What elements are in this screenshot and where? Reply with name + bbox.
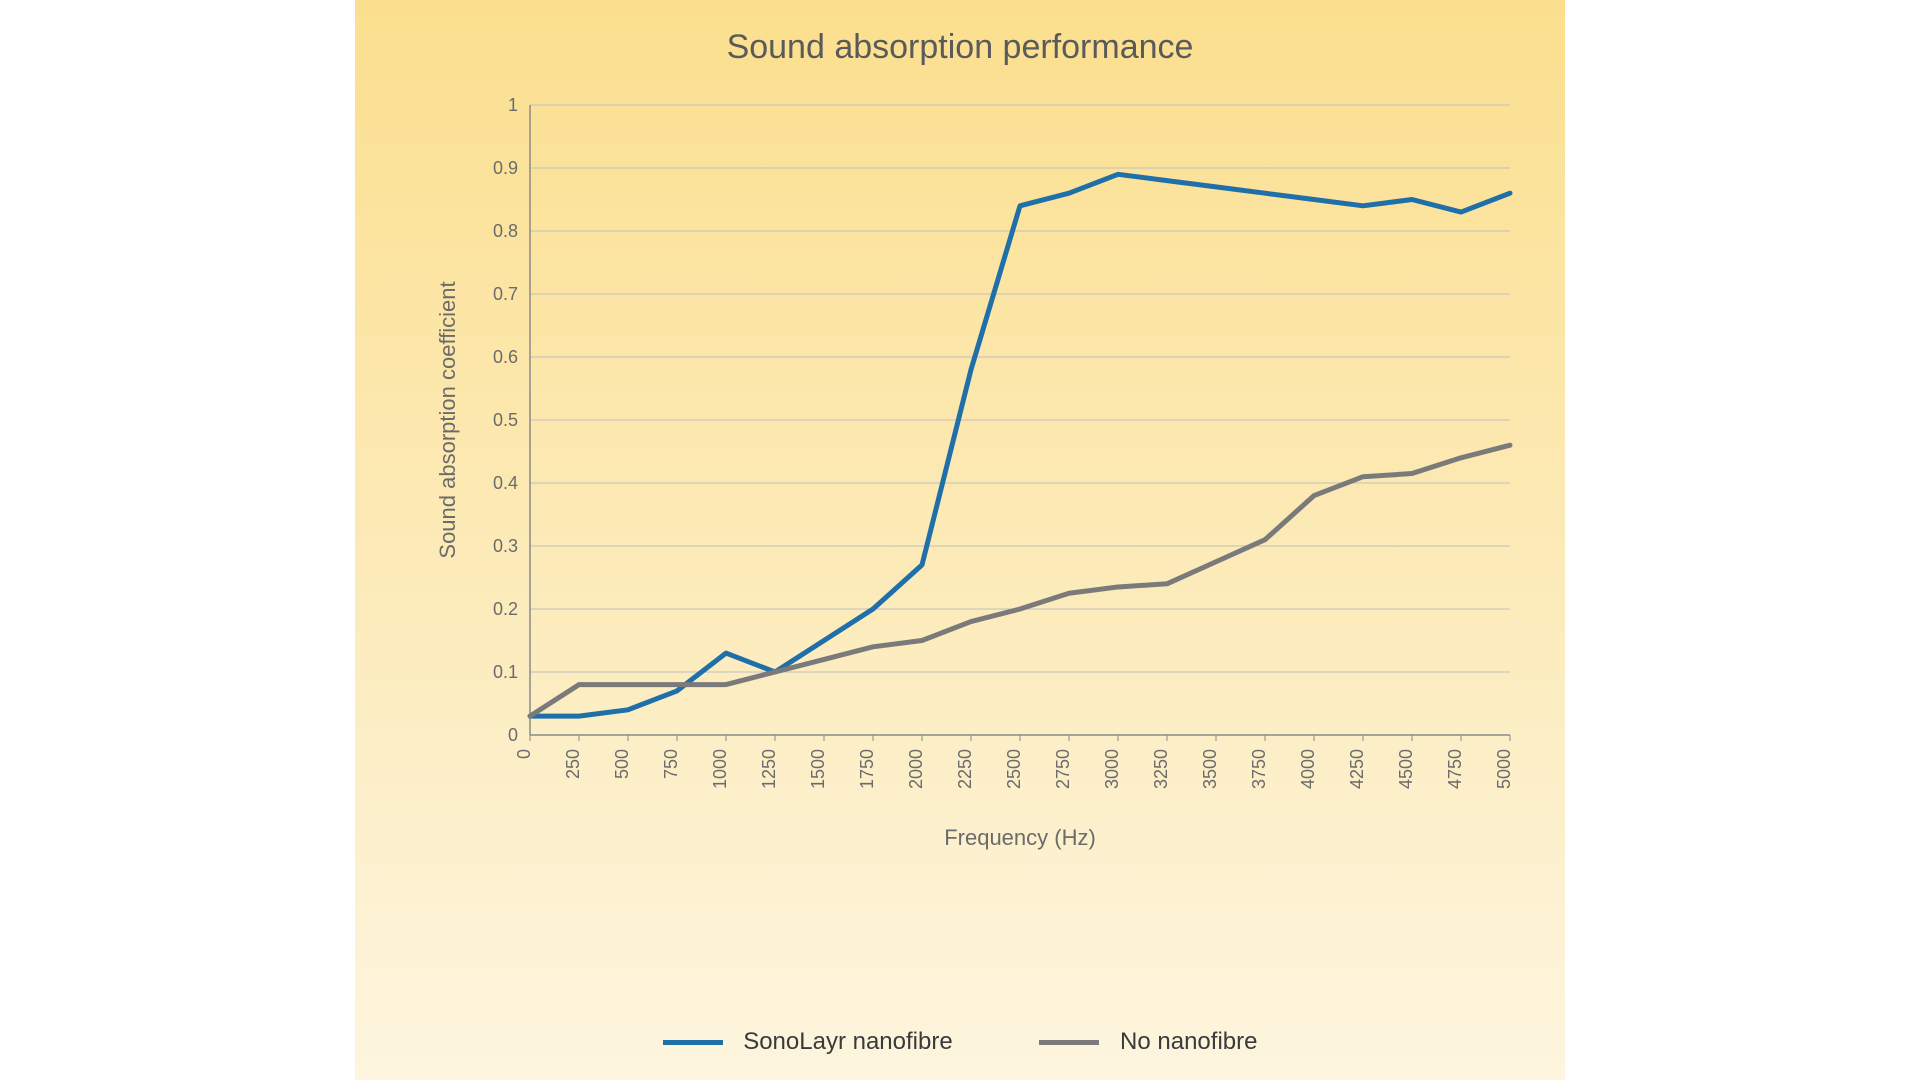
svg-text:4500: 4500 [1396,749,1416,789]
legend-item-0: SonoLayr nanofibre [663,1028,953,1056]
svg-text:1250: 1250 [759,749,779,789]
svg-text:0.1: 0.1 [493,662,518,682]
svg-text:2250: 2250 [955,749,975,789]
svg-text:2500: 2500 [1004,749,1024,789]
svg-text:2000: 2000 [906,749,926,789]
svg-text:3250: 3250 [1151,749,1171,789]
svg-text:4750: 4750 [1445,749,1465,789]
svg-text:1: 1 [508,95,518,115]
svg-text:5000: 5000 [1494,749,1514,789]
legend-label-1: No nanofibre [1120,1028,1257,1055]
svg-text:0.9: 0.9 [493,158,518,178]
svg-text:0.7: 0.7 [493,284,518,304]
chart-card: Sound absorption performance 00.10.20.30… [355,0,1565,1080]
svg-text:0.4: 0.4 [493,473,518,493]
chart-legend: SonoLayr nanofibre No nanofibre [355,1027,1565,1056]
series-line-0 [530,174,1510,716]
svg-text:2750: 2750 [1053,749,1073,789]
svg-text:1000: 1000 [710,749,730,789]
svg-text:4000: 4000 [1298,749,1318,789]
svg-text:3000: 3000 [1102,749,1122,789]
svg-text:0.8: 0.8 [493,221,518,241]
svg-text:250: 250 [563,749,583,779]
svg-text:0: 0 [514,749,534,759]
legend-item-1: No nanofibre [1039,1028,1257,1056]
svg-text:0: 0 [508,725,518,745]
svg-text:Frequency (Hz): Frequency (Hz) [944,825,1096,850]
svg-text:Sound absorption coefficient: Sound absorption coefficient [435,281,460,558]
legend-swatch-0 [663,1040,723,1045]
chart-title: Sound absorption performance [355,0,1565,67]
chart-plot: 0 0.1 0.2 0.3 0.4 0.5 0.6 0.7 0.8 0.9 1 0 250 500 750 1… [410,95,1530,875]
svg-text:500: 500 [612,749,632,779]
svg-text:3500: 3500 [1200,749,1220,789]
svg-text:1750: 1750 [857,749,877,789]
svg-text:0.3: 0.3 [493,536,518,556]
svg-text:4250: 4250 [1347,749,1367,789]
svg-text:3750: 3750 [1249,749,1269,789]
series-line-1 [530,445,1510,716]
svg-text:0.5: 0.5 [493,410,518,430]
svg-text:0.2: 0.2 [493,599,518,619]
svg-text:750: 750 [661,749,681,779]
svg-text:0.6: 0.6 [493,347,518,367]
svg-text:1500: 1500 [808,749,828,789]
legend-label-0: SonoLayr nanofibre [743,1028,952,1055]
chart-svg: 0 0.1 0.2 0.3 0.4 0.5 0.6 0.7 0.8 0.9 1 0 250 500 750 1… [410,95,1530,875]
legend-swatch-1 [1039,1040,1099,1045]
